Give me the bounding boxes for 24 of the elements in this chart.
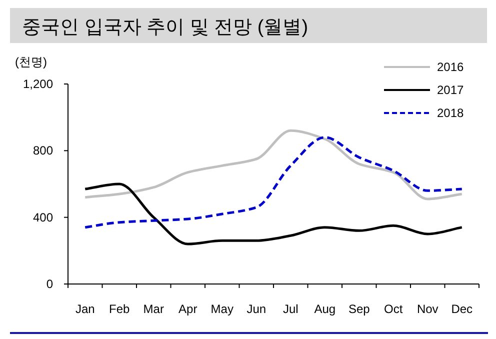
x-tick-label: Jan: [75, 302, 95, 316]
y-tick-label: 800: [32, 144, 54, 158]
line-series: [84, 182, 464, 246]
x-tick-label: Nov: [416, 302, 438, 316]
line-series: [84, 136, 464, 229]
line-series: [84, 129, 464, 200]
x-tick-label: Jul: [282, 302, 298, 316]
x-tick-label: Feb: [109, 302, 130, 316]
x-tick-label: Apr: [178, 302, 198, 316]
x-tick-label: Aug: [314, 302, 336, 316]
y-tick-label: 400: [32, 210, 54, 224]
x-tick-label: Oct: [384, 302, 404, 316]
legend-label: 2017: [437, 83, 464, 97]
legend-label: 2018: [437, 106, 464, 120]
x-tick-label: Sep: [348, 302, 370, 316]
x-tick-label: Mar: [143, 302, 164, 316]
y-tick-label: 1,200: [22, 77, 54, 91]
x-tick-label: Jun: [246, 302, 266, 316]
x-tick-label: Dec: [451, 302, 473, 316]
chart-title: 중국인 입국자 추이 및 전망 (월별): [22, 17, 308, 38]
x-tick-label: May: [210, 302, 234, 316]
legend-label: 2016: [437, 60, 464, 74]
y-axis-title: (천명): [15, 55, 47, 69]
y-tick-label: 0: [46, 277, 54, 291]
